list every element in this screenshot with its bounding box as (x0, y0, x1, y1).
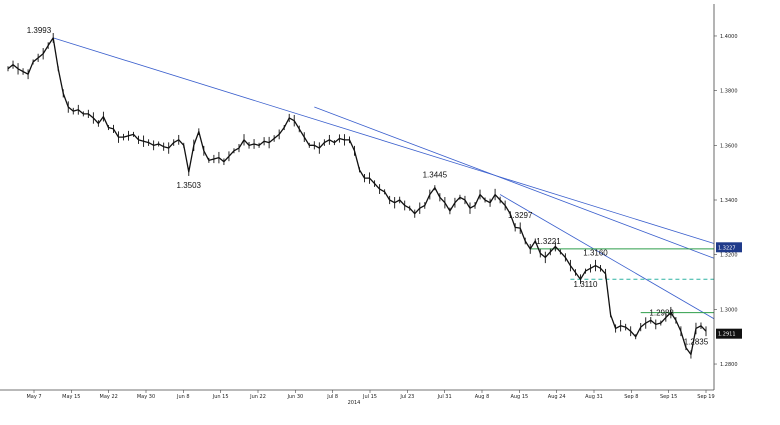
value-tag-label: 1.2911 (718, 332, 736, 338)
x-tick-label: Jul 15 (362, 394, 377, 400)
x-tick-label: May 22 (100, 394, 118, 400)
price-series-layer (7, 32, 707, 359)
annotation-label: 1.3221 (536, 237, 561, 246)
year-label: 2014 (348, 400, 361, 406)
annotation-label: 1.3445 (423, 171, 448, 180)
annotation-label: 1.3110 (574, 280, 598, 289)
y-tick-label: 1.3600 (720, 143, 738, 149)
x-tick-label: Sep 19 (697, 394, 714, 400)
annotation-label: 1.3993 (27, 26, 52, 35)
x-tick-label: Aug 24 (548, 394, 566, 400)
x-tick-label: Sep 15 (660, 394, 677, 400)
trendline-3 (499, 194, 715, 320)
annotation-label: 1.2988 (649, 308, 674, 317)
annotation-layer: 1.3993 1.3503 1.3445 1.3297 1.3221 1.3160 1.31… (27, 26, 742, 346)
reference-lines-layer (53, 37, 715, 320)
x-tick-label: May 30 (137, 394, 155, 400)
y-tick-label: 1.3400 (720, 198, 738, 204)
x-tick-label: Jun 22 (249, 394, 266, 400)
annotation-label: 1.3297 (508, 211, 533, 220)
value-tag-box (716, 242, 742, 253)
y-tick-label: 1.3000 (720, 307, 738, 313)
x-tick-label: Jul 31 (437, 394, 452, 400)
trendline-2 (314, 106, 715, 259)
x-tick-label: Aug 8 (475, 394, 490, 400)
price-line (7, 37, 707, 356)
annotation-label: 1.3160 (583, 249, 608, 258)
x-tick-label: Jul 23 (399, 394, 414, 400)
annotation-label: 1.2835 (684, 337, 709, 346)
x-tick-label: Aug 31 (585, 394, 603, 400)
annotation-label: 1.3503 (177, 181, 202, 190)
x-tick-label: Jun 8 (176, 394, 190, 400)
x-tick-label: Sep 8 (624, 394, 638, 400)
x-tick-label: Aug 15 (510, 394, 528, 400)
y-tick-label: 1.3800 (720, 89, 738, 95)
x-tick-label: Jun 30 (286, 394, 303, 400)
x-tick-label: Jun 15 (212, 394, 229, 400)
axes-layer: 1.4000 1.3800 1.3600 1.3400 1.3200 1.3000 1.28… (0, 4, 738, 400)
y-tick-label: 1.2800 (720, 362, 738, 368)
trendline-1 (53, 37, 715, 244)
y-tick-label: 1.4000 (720, 34, 738, 40)
value-tag-label: 1.3227 (718, 245, 736, 251)
x-tick-label: May 15 (62, 394, 80, 400)
x-tick-label: May 7 (26, 394, 41, 400)
y-tick-label: 1.3200 (720, 253, 738, 259)
x-tick-label: Jul 8 (326, 394, 338, 400)
value-tag-box (716, 328, 742, 339)
